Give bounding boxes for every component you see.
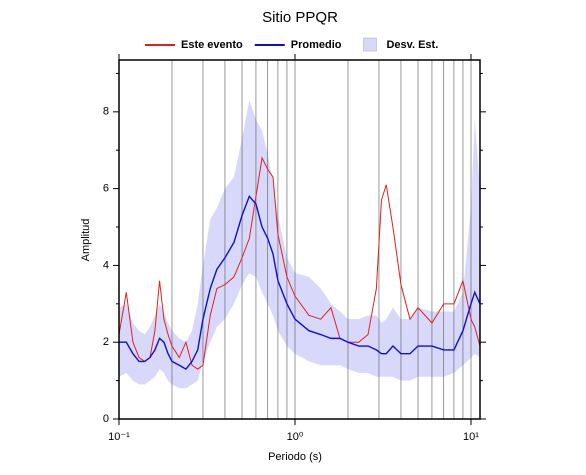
y-tick-label: 4	[103, 259, 109, 271]
legend: Este evento Promedio Desv. Est.	[145, 37, 438, 52]
plot-area: 10⁻¹ 10⁰ 10¹ 0 2 4 6 8	[103, 54, 486, 443]
x-tick-label: 10⁰	[287, 431, 304, 443]
chart-title: Sitio PPQR	[262, 9, 338, 26]
series-line	[119, 194, 481, 370]
y-axis-label: Amplitud	[80, 219, 92, 262]
legend-label: Promedio	[291, 39, 342, 51]
x-tick-label: 10⁻¹	[108, 431, 130, 443]
std-band	[119, 100, 480, 389]
y-tick-label: 6	[103, 183, 109, 195]
y-tick-label: 2	[103, 336, 109, 348]
x-tick-label: 10¹	[463, 431, 479, 443]
x-axis-label: Periodo (s)	[268, 451, 322, 463]
legend-swatch	[363, 37, 377, 52]
plot-frame	[118, 59, 481, 420]
legend-label: Desv. Est.	[386, 39, 438, 51]
y-tick-label: 8	[103, 106, 109, 118]
legend-label: Este evento	[181, 39, 243, 51]
y-tick-label: 0	[103, 413, 109, 425]
series-line	[118, 156, 481, 370]
